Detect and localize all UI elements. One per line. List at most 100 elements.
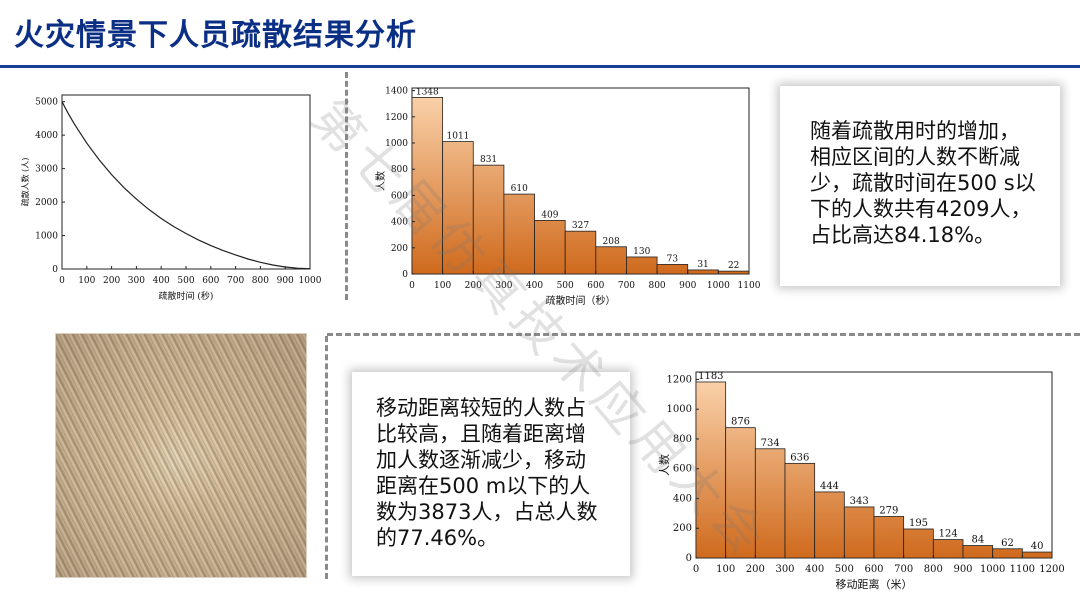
x-tick-label: 900 xyxy=(277,276,294,286)
y-axis-label: 人数 xyxy=(374,171,387,191)
x-tick-label: 1000 xyxy=(980,564,1005,575)
x-tick-label: 200 xyxy=(465,281,482,291)
bar-data-label: 1348 xyxy=(416,87,439,97)
y-axis-label: 疏散人数 (人) xyxy=(20,158,30,207)
bar-data-label: 73 xyxy=(667,254,679,264)
y-tick-label: 600 xyxy=(673,464,692,475)
bar xyxy=(843,506,875,559)
bar xyxy=(992,548,1023,559)
x-tick-label: 100 xyxy=(78,276,95,286)
y-tick-label: 400 xyxy=(391,218,408,228)
x-tick-label: 800 xyxy=(648,281,665,291)
bar-data-label: 1183 xyxy=(698,371,723,382)
x-tick-label: 800 xyxy=(924,564,943,575)
bar xyxy=(695,381,727,559)
x-tick-label: 1100 xyxy=(1010,564,1035,575)
x-axis-label: 疏散时间（秒） xyxy=(546,294,616,307)
divider-horizontal xyxy=(327,333,1080,336)
y-tick-label: 3000 xyxy=(35,165,58,175)
x-tick-label: 600 xyxy=(202,276,219,286)
y-tick-label: 1400 xyxy=(385,87,408,97)
textbox-line: 占比高达84.18%。 xyxy=(810,223,996,247)
plot-frame xyxy=(61,94,311,270)
bar xyxy=(534,220,566,275)
bar xyxy=(873,516,905,559)
y-tick-label: 1200 xyxy=(667,374,692,385)
y-tick-label: 1000 xyxy=(667,404,692,415)
x-tick-label: 600 xyxy=(864,564,883,575)
bar xyxy=(784,462,816,559)
bar-data-label: 734 xyxy=(761,438,780,449)
bar xyxy=(656,264,689,275)
x-tick-label: 600 xyxy=(587,281,604,291)
y-tick-label: 4000 xyxy=(35,131,58,141)
bar-data-label: 1011 xyxy=(447,132,470,142)
textbox-lines: 移动距离较短的人数占 比较高，且随着距离增 加人数逐渐减少，移动 距离在500 m以下… xyxy=(376,395,630,551)
y-tick-label: 800 xyxy=(673,434,692,445)
textbox-line: 加人数逐渐减少，移动 xyxy=(376,448,586,472)
y-tick-label: 1000 xyxy=(35,232,58,242)
x-tick-label: 400 xyxy=(805,564,824,575)
x-axis-label: 移动距离（米） xyxy=(836,577,913,591)
x-tick-label: 500 xyxy=(835,564,854,575)
y-tick-label: 400 xyxy=(673,493,692,504)
title-rule xyxy=(0,65,1080,68)
y-tick-label: 0 xyxy=(686,553,692,564)
x-tick-label: 700 xyxy=(894,564,913,575)
x-tick-label: 900 xyxy=(679,281,696,291)
x-tick-label: 1000 xyxy=(707,281,730,291)
x-tick-label: 100 xyxy=(716,564,735,575)
x-tick-label: 400 xyxy=(526,281,543,291)
y-tick-label: 2000 xyxy=(35,198,58,208)
bar xyxy=(472,164,505,275)
bar-data-label: 279 xyxy=(879,505,898,516)
bar-data-label: 208 xyxy=(603,237,620,247)
aerial-trajectory-image xyxy=(55,333,307,578)
y-tick-label: 0 xyxy=(52,265,58,275)
x-axis-label: 疏散时间 (秒) xyxy=(159,290,214,302)
y-tick-label: 200 xyxy=(391,244,408,254)
bar-data-label: 62 xyxy=(1001,538,1014,549)
bar-data-label: 409 xyxy=(541,210,558,220)
bar xyxy=(442,141,474,275)
bar-data-label: 195 xyxy=(909,518,928,529)
x-tick-label: 700 xyxy=(618,281,635,291)
x-tick-label: 100 xyxy=(434,281,451,291)
bar xyxy=(687,269,719,275)
y-tick-label: 600 xyxy=(391,191,408,201)
textbox-line: 的77.46%。 xyxy=(376,526,499,550)
x-tick-label: 800 xyxy=(252,276,269,286)
textbox-line: 随着疏散用时的增加， xyxy=(810,119,1020,143)
bar xyxy=(814,491,845,559)
y-tick-label: 200 xyxy=(673,523,692,534)
bar-data-label: 831 xyxy=(480,155,497,165)
bar-data-label: 610 xyxy=(511,184,528,194)
bar-data-label: 876 xyxy=(731,417,750,428)
x-tick-label: 900 xyxy=(953,564,972,575)
y-tick-label: 0 xyxy=(402,270,408,280)
x-tick-label: 300 xyxy=(775,564,794,575)
bar-data-label: 343 xyxy=(850,496,869,507)
bar xyxy=(503,193,535,275)
x-tick-label: 300 xyxy=(128,276,145,286)
divider-vertical-top xyxy=(345,72,348,300)
textbox-line: 少，疏散时间在500 s以 xyxy=(810,171,1036,195)
bar xyxy=(725,427,756,559)
x-tick-label: 1000 xyxy=(299,276,322,286)
bar xyxy=(1021,551,1053,559)
bar-data-label: 130 xyxy=(633,247,650,257)
y-tick-label: 5000 xyxy=(35,98,58,108)
x-tick-label: 0 xyxy=(409,281,415,291)
x-tick-label: 1100 xyxy=(738,281,761,291)
bar xyxy=(903,528,934,559)
y-tick-label: 800 xyxy=(391,165,408,175)
bar-data-label: 22 xyxy=(728,261,739,271)
bar-data-label: 40 xyxy=(1031,541,1044,552)
textbox-line: 数为3873人，占总人数 xyxy=(376,500,598,524)
bar xyxy=(564,230,597,275)
bar-data-label: 327 xyxy=(572,221,589,231)
bar-data-label: 124 xyxy=(939,529,958,540)
bar xyxy=(962,545,994,559)
textbox-line: 下的人数共有4209人， xyxy=(810,197,1032,221)
textbox-line: 比较高，且随着距离增 xyxy=(376,422,586,446)
